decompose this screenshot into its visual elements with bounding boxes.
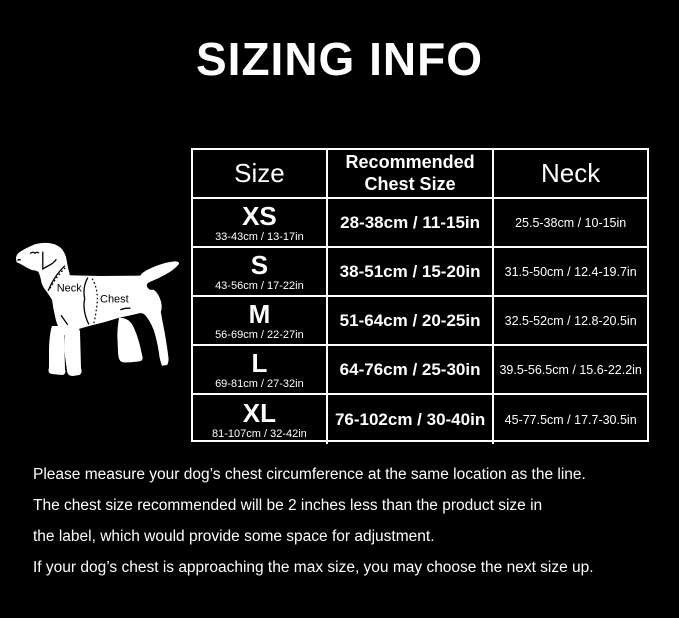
svg-text:Chest: Chest [100,294,129,306]
svg-text:Neck: Neck [57,283,83,295]
